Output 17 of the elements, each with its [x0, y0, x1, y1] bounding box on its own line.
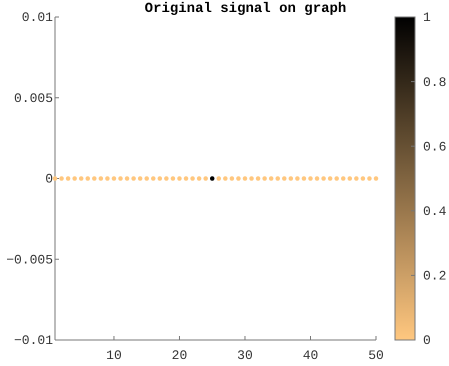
color-bar-label: 1: [423, 10, 431, 26]
chart-title: Original signal on graph: [144, 1, 346, 17]
color-bar-label: 0.2: [423, 268, 446, 284]
x-tick-label: 20: [172, 348, 188, 364]
color-bar-label: 0.6: [423, 139, 446, 154]
y-tick-label: −0.01: [14, 333, 54, 348]
x-tick-label: 40: [302, 348, 318, 364]
y-tick-label: −0.005: [6, 252, 53, 268]
y-tick-label: 0: [45, 172, 53, 187]
y-tick-label: 0.01: [22, 10, 54, 26]
color-bar-label: 0.8: [423, 74, 446, 90]
color-bar-label: 0: [423, 333, 431, 348]
x-tick-label: 30: [237, 348, 253, 364]
y-tick-label: 0.005: [14, 90, 53, 106]
x-tick-label: 10: [106, 348, 122, 364]
x-tick-label: 50: [368, 348, 384, 364]
color-bar-label: 0.4: [423, 204, 447, 219]
